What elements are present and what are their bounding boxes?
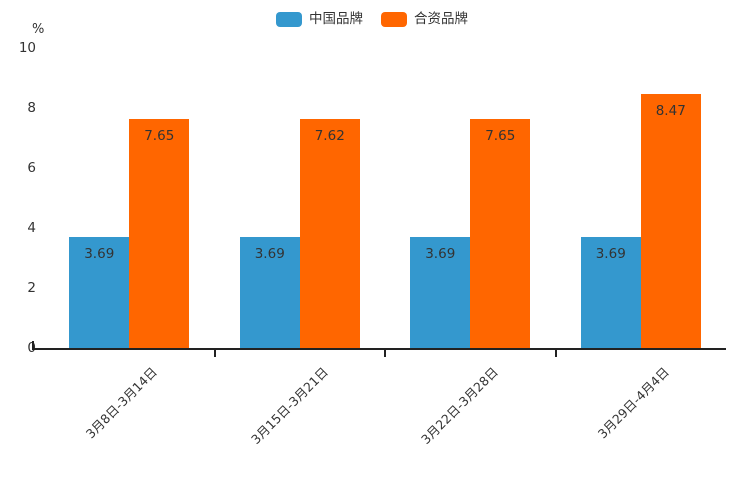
legend-label-joint-venture-brand: 合资品牌 (414, 10, 468, 27)
y-axis-tick-label: 10 (18, 40, 36, 56)
bar-value-label: 7.65 (144, 127, 175, 144)
chart-legend: 中国品牌 合资品牌 (0, 12, 744, 27)
y-axis-unit-label: % (32, 22, 45, 37)
bar-group: 3.69 8.47 (556, 48, 727, 348)
x-axis-label: 3月29日-4月4日 (594, 364, 672, 442)
x-axis-tick (384, 348, 386, 357)
bar-china-brand[interactable]: 3.69 (239, 237, 300, 348)
bar-group: 3.69 7.62 (215, 48, 386, 348)
x-axis-label: 3月8日-3月14日 (82, 364, 161, 442)
bar-value-label: 8.47 (655, 102, 686, 119)
x-axis-line (32, 348, 726, 350)
bar-china-brand[interactable]: 3.69 (410, 237, 471, 348)
y-axis-tick-label: 8 (27, 100, 36, 116)
legend-swatch-china-brand (276, 12, 302, 27)
bar-value-label: 7.65 (485, 127, 516, 144)
y-axis-tick-label: 4 (27, 220, 36, 236)
bar-value-label: 3.69 (84, 246, 115, 263)
bar-china-brand[interactable]: 3.69 (580, 237, 641, 348)
x-axis-label: 3月15日-3月21日 (247, 364, 331, 448)
bar-value-label: 3.69 (595, 246, 626, 263)
bar-group: 3.69 7.65 (385, 48, 556, 348)
y-axis-tick-label: 2 (27, 280, 36, 296)
bar-value-label: 3.69 (254, 246, 285, 263)
x-axis-left-cap (32, 341, 34, 350)
x-axis-tick (213, 348, 216, 357)
legend-item-china-brand[interactable]: 中国品牌 (276, 12, 363, 27)
bar-joint-venture-brand[interactable]: 7.62 (299, 119, 360, 348)
bar-group: 3.69 7.65 (44, 48, 215, 348)
legend-swatch-joint-venture-brand (381, 12, 407, 27)
x-axis-label: 3月22日-3月28日 (418, 364, 502, 448)
x-axis-tick (554, 348, 557, 357)
plot-area: 0 2 4 6 8 10 3.69 7.65 3.69 7.62 3.69 7.65 3.69 8.47… (19, 40, 727, 447)
y-axis-tick-label: 0 (27, 340, 36, 356)
bar-value-label: 3.69 (425, 246, 456, 263)
bar-joint-venture-brand[interactable]: 7.65 (129, 118, 190, 348)
bar-china-brand[interactable]: 3.69 (69, 237, 130, 348)
bar-joint-venture-brand[interactable]: 7.65 (470, 118, 531, 348)
legend-label-china-brand: 中国品牌 (309, 10, 363, 27)
legend-item-joint-venture-brand[interactable]: 合资品牌 (381, 12, 468, 27)
bar-joint-venture-brand[interactable]: 8.47 (640, 93, 701, 348)
bar-value-label: 7.62 (314, 128, 345, 145)
y-axis-tick-label: 6 (27, 160, 36, 176)
